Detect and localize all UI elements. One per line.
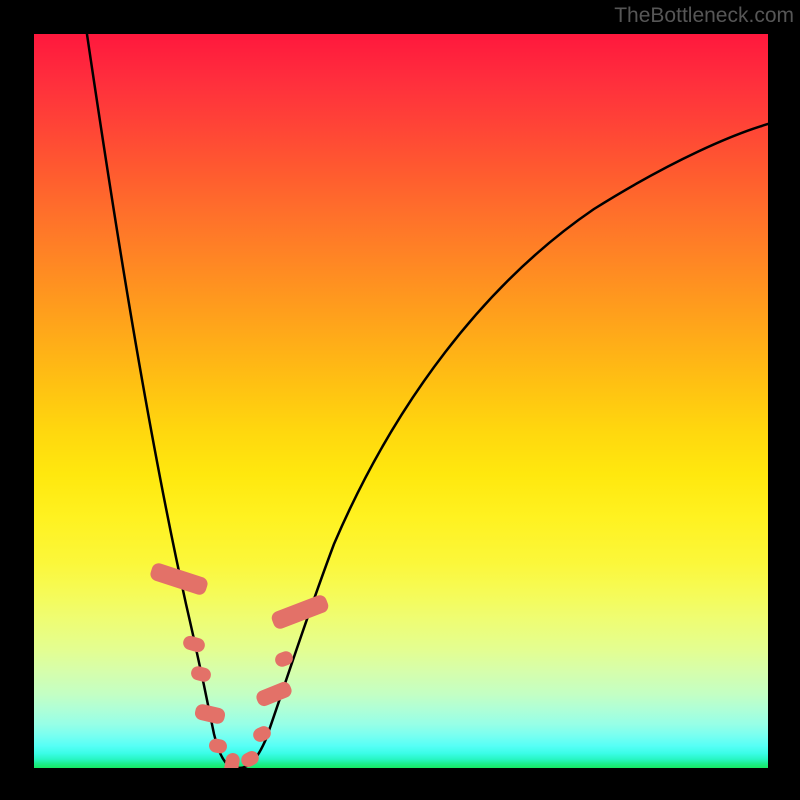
marker-6 [239, 749, 261, 768]
plot-area [34, 34, 768, 768]
curve-right [239, 124, 768, 768]
marker-10 [270, 593, 331, 631]
marker-8 [254, 680, 293, 708]
markers-group [149, 561, 331, 768]
marker-4 [208, 738, 228, 755]
curve-layer [34, 34, 768, 768]
marker-1 [181, 634, 206, 654]
watermark-text: TheBottleneck.com [614, 4, 794, 28]
marker-3 [194, 703, 227, 725]
curve-left [84, 34, 239, 768]
marker-5 [223, 752, 241, 768]
marker-2 [190, 665, 213, 684]
